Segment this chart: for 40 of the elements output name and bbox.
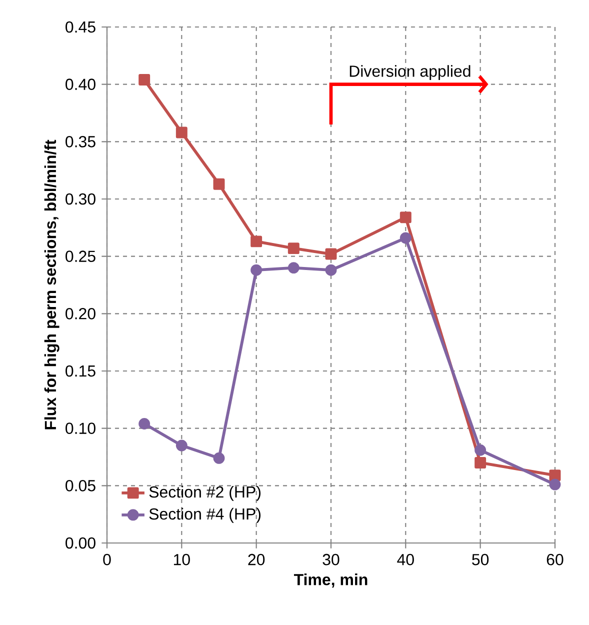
point [400,212,412,224]
point [400,232,412,244]
point [288,262,300,274]
y-tick-label: 0.35 [66,136,96,148]
x-tick-label: 10 [174,554,190,566]
y-tick-label: 0.15 [66,365,96,377]
y-axis-title: Flux for high perm sections, bbl/min/ft [44,140,60,430]
point [213,452,225,464]
y-tick-label: 0.45 [66,21,96,33]
point [325,248,337,260]
point [474,456,486,468]
x-tick-label: 40 [397,554,414,566]
y-tick-label: 0.10 [66,422,96,434]
point [288,242,300,254]
x-tick-label: 30 [322,554,340,566]
point [138,74,150,86]
point [250,236,262,248]
y-tick-label: 0.25 [66,250,96,262]
x-tick-label: 60 [546,554,564,566]
point [176,440,188,452]
x-tick-label: 0 [103,554,111,566]
y-tick-label: 0.20 [66,308,96,320]
point [325,264,337,276]
point [213,178,225,190]
point [138,418,150,430]
point [474,444,486,456]
x-axis-title: Time, min [294,574,368,588]
point [250,264,262,276]
point [549,478,561,490]
y-tick-label: 0.05 [66,480,96,492]
legend-label: Section #4 (HP) [149,508,260,523]
y-tick-label: 0.00 [66,537,96,549]
point [176,126,188,138]
y-tick-label: 0.30 [66,193,96,205]
ref-line-label: Diversion applied [350,65,470,80]
x-tick-label: 50 [472,554,489,566]
point [549,470,561,482]
x-tick-label: 20 [248,554,265,566]
legend-label: Section #2 (HP) [149,486,260,501]
y-tick-label: 0.40 [66,78,96,90]
